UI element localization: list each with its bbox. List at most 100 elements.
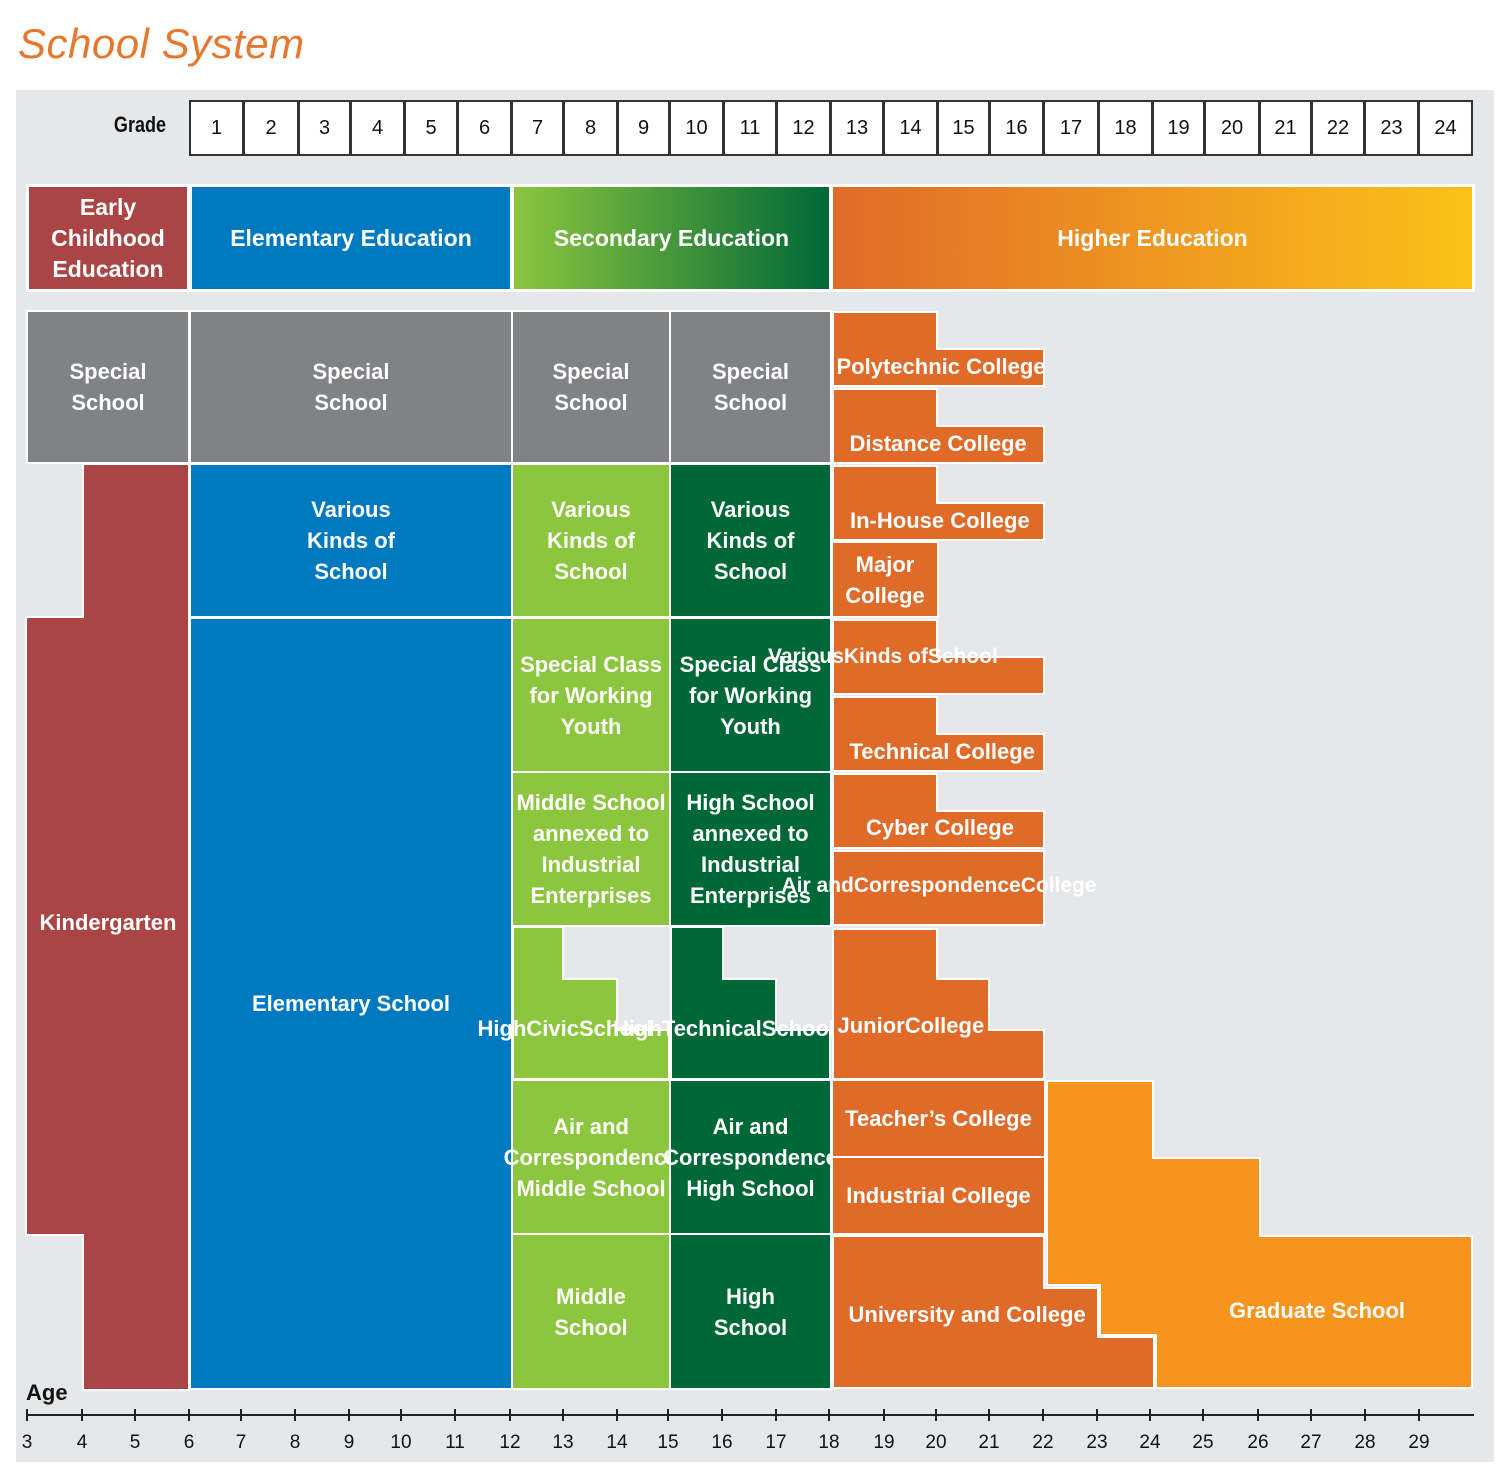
age-14: 14 (606, 1432, 628, 1453)
age-tick (721, 1409, 723, 1421)
line: High (613, 1015, 662, 1041)
line: Civic (526, 1015, 579, 1041)
school-polytechnic: Polytechnic College (837, 351, 1046, 382)
line: Correspondence (853, 874, 1021, 897)
line: School (71, 390, 145, 415)
line: College (845, 582, 925, 608)
line: School (554, 559, 628, 584)
stage-label: Secondary Education (554, 223, 789, 254)
school-label: Various Kinds of School (307, 494, 395, 587)
line: Youth (720, 713, 781, 739)
age-tick (988, 1409, 990, 1421)
school-label: High School annexed to Industrial Enterpris… (686, 787, 814, 911)
school-various-high: Various Kinds of School (669, 463, 832, 618)
line: Air and (712, 1113, 789, 1139)
grade-14: 14 (883, 100, 938, 156)
line: High School (686, 1175, 815, 1201)
school-label: Air and Correspondence Middle School (504, 1111, 679, 1204)
school-teachers: Teacher’s College (831, 1079, 1046, 1158)
line: Special (552, 359, 630, 384)
school-label: High School (714, 1281, 787, 1343)
line: Middle (556, 1283, 626, 1309)
school-university: University and College (849, 1299, 1086, 1330)
grade-24: 24 (1418, 100, 1473, 156)
line: Industrial (700, 852, 800, 877)
line: Kinds of (843, 645, 928, 668)
shape-distance (832, 388, 1045, 464)
line: for Working (529, 682, 653, 708)
line: Middle School (516, 790, 666, 815)
school-label: Special Class for Working Youth (680, 649, 822, 742)
age-tick (1257, 1409, 1259, 1421)
age-10: 10 (390, 1432, 412, 1453)
grade-21: 21 (1259, 100, 1312, 156)
age-12: 12 (499, 1432, 521, 1453)
age-tick (188, 1409, 190, 1421)
school-label: Middle School (554, 1281, 627, 1343)
grade-17: 17 (1043, 100, 1099, 156)
line: Middle School (516, 1175, 666, 1201)
line: Elementary School (251, 991, 451, 1016)
age-5: 5 (129, 1432, 141, 1453)
line: Special (312, 359, 390, 384)
line: Various (551, 497, 631, 522)
age-tick (81, 1409, 83, 1421)
school-graduate: Graduate School (1229, 1295, 1405, 1326)
age-tick (454, 1409, 456, 1421)
grade-10: 10 (669, 100, 724, 156)
school-major: Major College (831, 541, 939, 618)
shape-cyber (832, 773, 1045, 849)
school-industrial-college: Industrial College (831, 1156, 1046, 1235)
school-label: Special School (69, 356, 146, 418)
line: Various (311, 497, 391, 522)
school-special-high: Special School (669, 310, 832, 464)
stage-label: Early Childhood Education (51, 192, 165, 285)
stage-label: Higher Education (1057, 223, 1247, 254)
age-axis-line (26, 1414, 1474, 1416)
age-7: 7 (235, 1432, 247, 1453)
school-label: Special School (712, 356, 789, 418)
line: Technical College (849, 738, 1035, 764)
line: Enterprises (530, 883, 652, 908)
line: for Working (688, 682, 813, 708)
line: School (554, 390, 628, 415)
stage-secondary: Secondary Education (511, 184, 832, 292)
line: University and College (848, 1301, 1086, 1327)
school-label: Air and Correspondence High School (663, 1111, 838, 1204)
grade-15: 15 (937, 100, 990, 156)
school-cyber: Cyber College (866, 812, 1014, 843)
grade-5: 5 (404, 100, 458, 156)
age-tick (616, 1409, 618, 1421)
line: Kinds of (547, 528, 635, 553)
grade-label: Grade (113, 112, 167, 137)
age-21: 21 (978, 1432, 1000, 1453)
age-9: 9 (343, 1432, 355, 1453)
grade-9: 9 (617, 100, 670, 156)
school-air-high: Air and Correspondence High School (663, 1079, 838, 1235)
school-high-technical: HighTechnicalSchool (613, 1013, 835, 1044)
line: Childhood (51, 224, 165, 251)
age-20: 20 (925, 1432, 947, 1453)
age-tick (400, 1409, 402, 1421)
line: Enterprises (689, 883, 812, 908)
school-air-college: Air andCorrespondenceCollege (782, 875, 1097, 897)
line: Kinds of (706, 528, 795, 553)
line: School (713, 1314, 788, 1340)
line: Industrial (541, 852, 641, 877)
line: Special Class (679, 651, 822, 677)
age-18: 18 (818, 1432, 840, 1453)
line: School (578, 1015, 653, 1041)
school-label: Industrial College (846, 1180, 1031, 1211)
school-middle-school: Middle School (511, 1233, 671, 1390)
line: Special (69, 359, 147, 384)
shape-high-civic (512, 926, 670, 1080)
line: Secondary Education (553, 224, 790, 251)
grade-2: 2 (243, 100, 299, 156)
school-special-class-high: Special Class for Working Youth (669, 617, 832, 773)
age-23: 23 (1086, 1432, 1108, 1453)
grade-22: 22 (1311, 100, 1365, 156)
school-label: Middle School annexed to Industrial Enterpr… (516, 787, 665, 911)
line: School (554, 1314, 628, 1340)
line: Teacher’s College (845, 1106, 1032, 1131)
age-tick (1042, 1409, 1044, 1421)
